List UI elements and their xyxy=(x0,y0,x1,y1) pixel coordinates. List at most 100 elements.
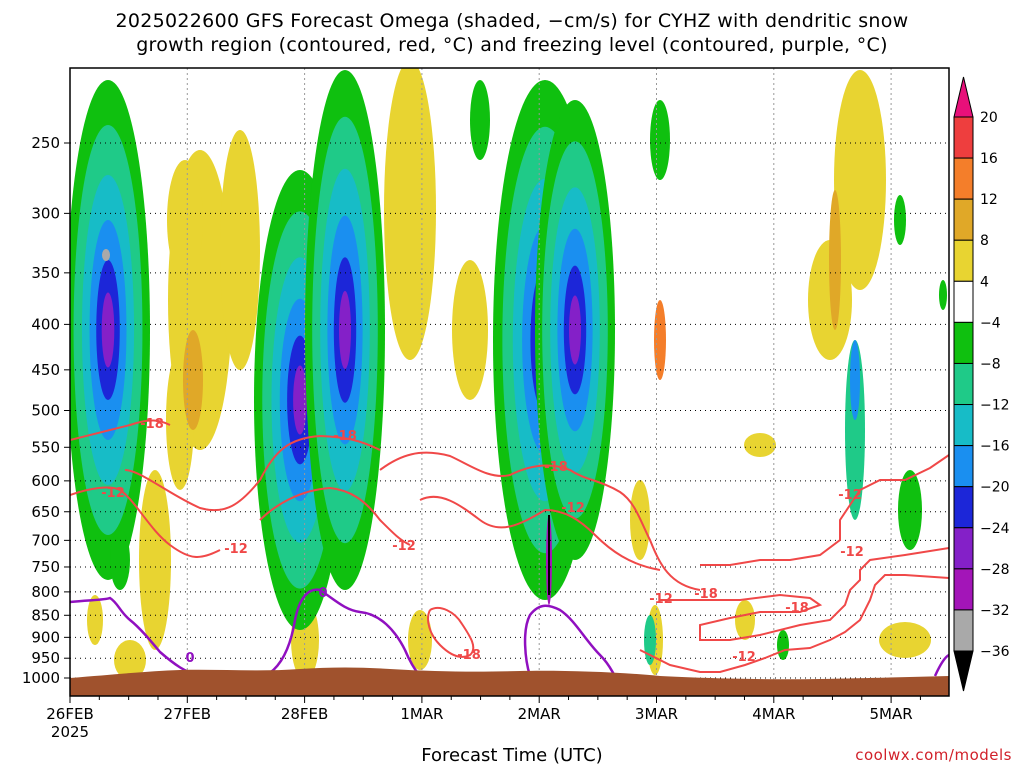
colorbar-band xyxy=(953,527,974,570)
colorbar-label: −28 xyxy=(980,562,1010,578)
omega-rising-system xyxy=(569,295,581,365)
omega-rising-system xyxy=(845,340,865,520)
colorbar-label: −24 xyxy=(980,521,1010,537)
dendritic-contour-label: -12 xyxy=(732,650,756,665)
dendritic-contour-label: -12 xyxy=(561,501,585,516)
dendritic-contour xyxy=(124,434,381,512)
dendritic-contour-label: -12 xyxy=(392,539,416,554)
y-tick-label: 850 xyxy=(31,606,60,624)
omega-patch-sinking xyxy=(220,130,260,370)
x-tick-label: 2MAR xyxy=(518,705,561,723)
omega-patch-sinking xyxy=(139,470,171,650)
x-tick-label: 27FEB xyxy=(164,705,211,723)
colorbar-band xyxy=(953,239,974,282)
dendritic-contour-label: -12 xyxy=(224,542,248,557)
omega-rising-system xyxy=(850,340,860,420)
colorbar-label: −32 xyxy=(980,603,1010,619)
x-tick-label: 28FEB xyxy=(281,705,328,723)
freezing-level-contour xyxy=(264,588,421,678)
y-tick-label: 600 xyxy=(31,472,60,490)
y-tick-label: 950 xyxy=(31,649,60,667)
dendritic-contour-label: -12 xyxy=(649,592,673,607)
y-axis: 250 300 350 400 450 500 550 600 650 700 750 800 850 9… xyxy=(22,134,70,687)
dendritic-contour-label: -18 xyxy=(333,429,357,444)
y-tick-label: 750 xyxy=(31,558,60,576)
colorbar-label: 20 xyxy=(980,110,998,126)
omega-rising-system xyxy=(777,630,789,660)
x-axis-title: Forecast Time (UTC) xyxy=(421,745,603,766)
dendritic-contour xyxy=(379,451,701,591)
x-tick-year-label: 2025 xyxy=(51,723,89,741)
x-tick-label: 5MAR xyxy=(870,705,913,723)
omega-patch-sinking xyxy=(167,160,203,280)
omega-rising-system xyxy=(939,280,947,310)
colorbar-band xyxy=(953,568,974,611)
freezing-level-label: 0 xyxy=(185,651,194,666)
y-tick-label: 550 xyxy=(31,438,60,456)
credit-link[interactable]: coolwx.com/models xyxy=(855,746,1012,764)
dendritic-contour-label: -18 xyxy=(785,601,809,616)
omega-patch-sinking xyxy=(87,595,103,645)
colorbar-label: −16 xyxy=(980,439,1010,455)
omega-patch-sinking xyxy=(183,330,203,430)
colorbar-band xyxy=(953,445,974,488)
y-tick-label: 900 xyxy=(31,628,60,646)
omega-patch-sinking xyxy=(452,260,488,400)
dendritic-contour xyxy=(259,486,411,546)
colorbar-label: −20 xyxy=(980,480,1010,496)
dendritic-contour-label: -18 xyxy=(457,648,481,663)
colorbar-label: −8 xyxy=(980,356,1001,372)
omega-patch-sinking xyxy=(808,240,852,360)
terrain-surface xyxy=(70,667,949,696)
omega-rising-system xyxy=(470,80,490,160)
omega-patch-sinking xyxy=(879,622,931,658)
colorbar-label: 4 xyxy=(980,274,989,290)
colorbar-band xyxy=(953,321,974,364)
colorbar-band xyxy=(953,609,974,652)
x-axis: 26FEB 27FEB 28FEB 1MAR 2MAR 3MAR 4MAR 5MAR 2025 xyxy=(46,696,921,741)
colorbar-arrow-bottom xyxy=(953,650,974,692)
y-tick-label: 350 xyxy=(31,264,60,282)
omega-rising-system xyxy=(293,365,307,435)
omega-patch-sinking xyxy=(654,300,666,380)
y-tick-label: 650 xyxy=(31,503,60,521)
freezing-level-contour xyxy=(933,653,949,677)
freezing-level-label: 0 xyxy=(318,586,327,601)
y-tick-label: 700 xyxy=(31,531,60,549)
colorbar-label: −12 xyxy=(980,398,1010,414)
colorbar-band xyxy=(953,157,974,200)
omega-patch-sinking xyxy=(829,190,841,330)
omega-rising-system xyxy=(650,100,670,180)
dendritic-contour xyxy=(639,574,949,673)
colorbar-label: −4 xyxy=(980,315,1001,331)
omega-patch-sinking xyxy=(744,433,776,457)
colorbar-arrow-top xyxy=(953,76,974,118)
colorbar-label: 16 xyxy=(980,151,998,167)
colorbar: 20 16 12 8 4 −4 −8 −12 −16 −20 −24 −28 −32 −36 xyxy=(953,76,1010,692)
omega-rising-system xyxy=(110,530,130,590)
dendritic-contour-label: -12 xyxy=(838,488,862,503)
omega-patch-sinking xyxy=(384,68,436,360)
dendritic-contour xyxy=(660,547,949,641)
contours: -18 -12 -18 -12 -18 -12 -12 -18 -12 -18 -12 -12 -18 -… xyxy=(70,417,949,678)
colorbar-band xyxy=(953,362,974,406)
colorbar-label: −36 xyxy=(980,644,1010,660)
freezing-level-contour xyxy=(70,596,201,678)
omega-patch-sinking xyxy=(834,70,886,290)
colorbar-label: 8 xyxy=(980,233,989,249)
omega-rising-system xyxy=(898,470,922,550)
freezing-level-contour xyxy=(523,604,617,677)
omega-patch-sinking xyxy=(735,600,755,640)
y-tick-label: 800 xyxy=(31,583,60,601)
y-tick-label: 500 xyxy=(31,402,60,420)
y-tick-label: 1000 xyxy=(22,669,60,687)
x-tick-label: 1MAR xyxy=(400,705,443,723)
colorbar-band xyxy=(953,280,974,323)
omega-patch-sinking xyxy=(114,640,146,680)
x-tick-label: 4MAR xyxy=(752,705,795,723)
y-tick-label: 300 xyxy=(31,204,60,222)
omega-rising-system xyxy=(894,195,906,245)
y-tick-label: 450 xyxy=(31,361,60,379)
x-tick-label: 26FEB xyxy=(46,705,93,723)
